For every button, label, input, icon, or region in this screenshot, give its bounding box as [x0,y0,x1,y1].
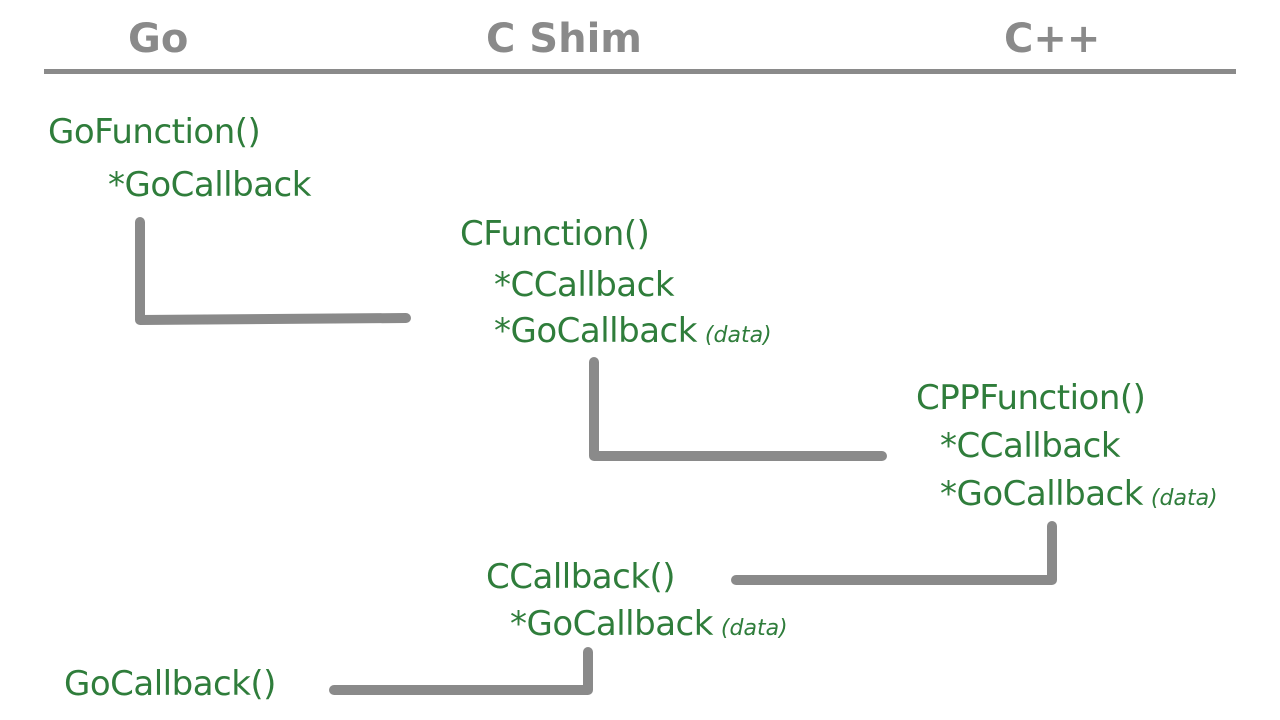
connector-go-to-c [135,217,411,325]
c-function-param-gocallback: *GoCallback (data) [494,311,772,351]
go-callback-label: GoCallback() [64,664,276,704]
header-divider [44,69,1236,74]
connector-c-to-cpp [589,357,887,461]
c-callback-param-gocallback: *GoCallback (data) [510,604,788,644]
c-callback-label: CCallback() [486,557,676,597]
c-function-label: CFunction() [460,214,650,254]
connector-cpp-to-ccallback [731,521,1057,585]
cpp-function-label: CPPFunction() [916,378,1146,418]
go-function-label: GoFunction() [48,112,261,152]
connector-ccallback-to-gocallback [329,647,593,695]
header-c-shim: C Shim [486,16,642,62]
data-note: (data) [1150,486,1218,511]
go-function-param-gocallback: *GoCallback [108,165,311,205]
header-go: Go [128,16,189,62]
c-function-param-ccallback: *CCallback [494,265,675,305]
cpp-function-param-ccallback: *CCallback [940,426,1121,466]
data-note: (data) [704,323,772,348]
cpp-function-param-gocallback: *GoCallback (data) [940,474,1218,514]
header-cpp: C++ [1004,16,1101,62]
data-note: (data) [720,616,788,641]
